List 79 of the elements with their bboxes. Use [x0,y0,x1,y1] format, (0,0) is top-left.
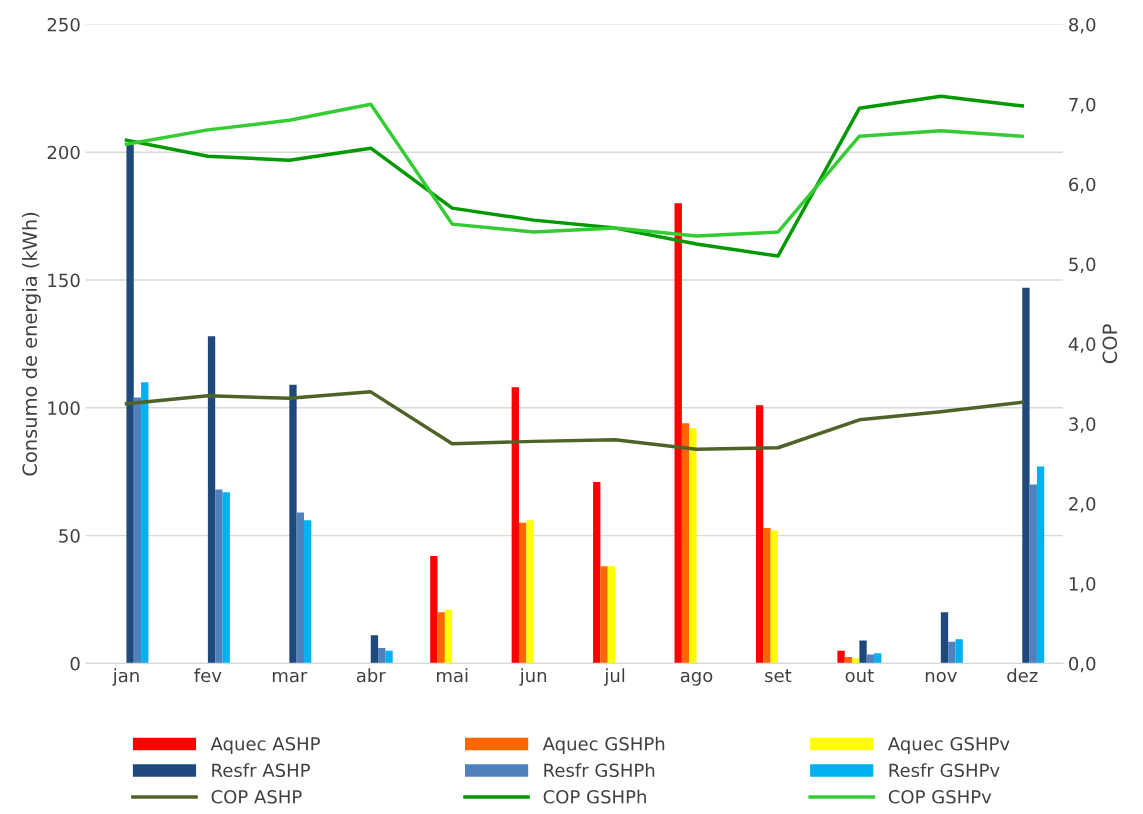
y-tick-label: 0 [70,656,80,671]
y2-tick-label: 0,0 [1069,656,1096,673]
legend-label: Aquec GSHPh [542,736,665,755]
y2-axis-title: COP [1102,324,1118,364]
y2-tick-label: 1,0 [1069,577,1096,593]
line-series [124,102,1025,238]
bar [755,405,764,664]
legend-label: Aquec ASHP [210,736,320,755]
y2-tick-label: 2,0 [1069,497,1096,513]
x-tick-label: dez [1007,668,1038,683]
legend-label: COP ASHP [211,789,302,804]
y-tick-label: 250 [47,17,80,32]
bar [385,650,393,664]
bar [1029,484,1037,664]
y2-tick-label: 5,0 [1069,257,1096,273]
y-tick-label: 200 [47,145,80,160]
x-tick-label: fev [194,668,222,683]
bar [607,566,616,664]
bar [215,489,223,664]
y2-tick-label: 4,0 [1068,337,1096,353]
y2-tick-label: 7,0 [1069,97,1096,114]
bar [866,654,875,664]
x-tick-label: ago [680,671,713,686]
bar [940,612,949,664]
y2-tick-label: 3,0 [1069,417,1096,433]
x-tick-label: jun [519,668,547,686]
bar [126,144,134,664]
bar [370,635,379,664]
bar [430,556,438,664]
y2-tick-label: 6,0 [1069,177,1096,194]
bar [674,203,682,664]
x-tick-label: nov [925,671,957,683]
y-tick-label: 150 [48,273,80,288]
x-tick-label: mar [272,671,308,683]
line-series [124,390,1025,452]
legend-label: COP GSHPh [543,789,646,804]
y-tick-label: 100 [48,401,80,415]
bar [837,650,845,664]
bar [955,639,963,664]
x-tick-label: set [765,669,792,683]
bar [141,382,149,664]
bar [444,609,453,664]
x-tick-label: out [845,669,874,683]
legend-label: Resfr GSHPv [889,763,1000,778]
y-axis-title: Consumo de energia (kWh) [22,212,41,476]
bar [518,522,527,664]
x-tick-label: mai [437,668,468,683]
bar [1036,466,1045,664]
bar [207,336,216,664]
bar [378,648,386,664]
bar [948,641,956,664]
bar [133,397,142,664]
bar [593,481,601,664]
bar [770,530,778,664]
bar [437,612,445,664]
y-tick-label: 50 [59,529,80,543]
bar [689,428,697,664]
bar [852,658,860,664]
x-tick-label: jul [604,668,625,686]
y2-tick-label: 8,0 [1069,17,1096,34]
legend-label: COP GSHPv [888,789,992,804]
x-tick-label: abr [356,668,386,683]
bar [289,384,297,664]
bar [874,653,882,664]
bar [511,387,519,664]
bar [600,566,608,664]
bar [296,512,304,664]
bar [526,520,534,664]
bar [303,520,312,664]
bar [763,527,771,664]
bar [222,492,230,664]
bar [681,423,690,664]
bar [859,640,867,664]
x-tick-label: jan [112,668,139,686]
legend-label: Resfr ASHP [212,763,310,778]
line-series [124,94,1025,258]
legend-label: Aquec GSHPv [887,736,1010,755]
bar [1022,287,1030,664]
legend-label: Resfr GSHPh [544,763,655,778]
